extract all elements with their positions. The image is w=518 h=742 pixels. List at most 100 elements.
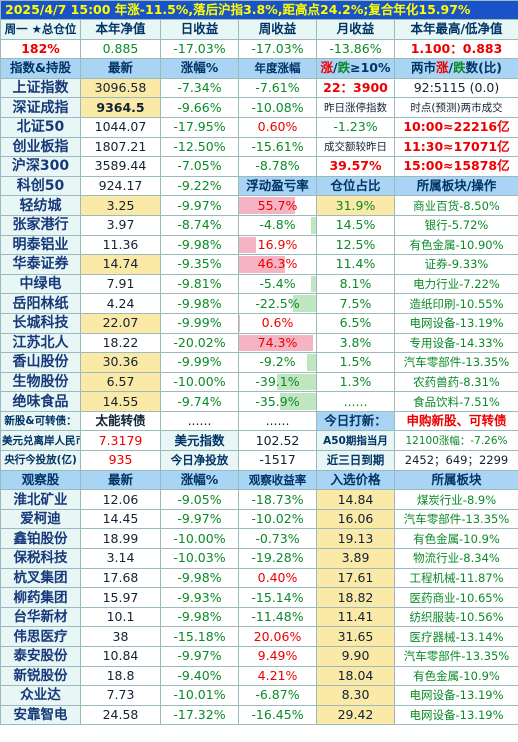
watch-row[interactable]: 众业达 7.73 -10.01% -6.87% 8.30 电网设备-13.19% [0,685,518,706]
watch-row[interactable]: 爱柯迪 14.45 -9.97% -10.02% 16.06 汽车零部件-13.35% [0,508,518,530]
index-header-row: 指数&持股 最新 涨幅% 年度涨幅 涨/跌≥10% 两市涨/跌数(比) [0,58,518,79]
watch-name[interactable]: 保税科技 [0,548,81,569]
watch-row[interactable]: 新锐股份 18.8 -9.40% 4.21% 18.04 有色金属-10.9% [0,665,518,687]
holding-row[interactable]: 张家港行 3.97 -8.74% -4.8% 14.5% 银行-5.72% [0,214,518,236]
watch-name[interactable]: 台华新材 [0,606,81,628]
index-row[interactable]: 上证指数 3096.58 -7.34% -7.61% 22：3900 92:51… [0,77,518,99]
watch-latest: 24.58 [80,704,161,726]
watch-row[interactable]: 安靠智电 24.58 -17.32% -16.45% 29.42 电网设备-13.19% [0,704,518,726]
watch-row[interactable]: 杭叉集团 17.68 -9.98% 0.40% 17.61 工程机械-11.87% [0,567,518,589]
holding-name[interactable]: 长城科技 [0,312,81,334]
holding-pl-bar [280,393,316,410]
watch-row[interactable]: 柳药集团 15.97 -9.93% -15.14% 18.82 医药商业-10.65% [0,587,518,608]
watch-row[interactable]: 鑫铂股份 18.99 -10.00% -0.73% 19.13 有色金属-10.9% [0,528,518,550]
holding-pl-cell: 55.7% [238,195,317,216]
holding-latest: 14.74 [80,254,161,275]
holding-position: 12.5% [316,234,395,256]
new-issue-label: 新股&可转债： [0,410,81,432]
limit-count: 22：3900 [316,77,395,99]
year-high-low: 1.100：0.883 [394,38,518,60]
watch-name[interactable]: 淮北矿业 [0,489,81,510]
watch-return: 4.21% [238,665,317,687]
watch-entry-price: 31.65 [316,626,395,647]
holding-pl-bar [239,197,295,214]
holding-row[interactable]: 轻纺城 3.25 -9.97% 55.7% 31.9% 商业百货-8.50% [0,195,518,216]
net-injection-label: 今日净投放 [160,450,239,471]
watch-name[interactable]: 泰安股份 [0,646,81,667]
watch-name[interactable]: 众业达 [0,685,81,706]
watch-entry-price: 11.41 [316,606,395,628]
holding-row[interactable]: 江苏北人 18.22 -20.02% 74.3% 3.8% 专用设备-14.33% [0,332,518,354]
watch-latest: 10.84 [80,646,161,667]
watch-return: -10.02% [238,508,317,530]
watch-name[interactable]: 新锐股份 [0,665,81,687]
summary-value-row: 182% 0.885 -17.03% -17.03% -13.86% 1.100… [0,38,518,60]
index-name[interactable]: 科创50 [0,175,81,197]
watch-name[interactable]: 杭叉集团 [0,567,81,589]
holding-pl: 46.3% [257,256,298,272]
holding-name[interactable]: 华泰证券 [0,254,81,275]
today-ipo-value[interactable]: 申购新股、可转债 [394,410,518,432]
index-latest: 1044.07 [80,116,161,138]
holding-sector: 造纸印刷-10.55% [394,293,518,314]
holding-change: -9.35% [160,254,239,275]
holding-row[interactable]: 明泰铝业 11.36 -9.98% 16.9% 12.5% 有色金属-10.90% [0,234,518,256]
watch-name[interactable]: 柳药集团 [0,587,81,608]
watch-row[interactable]: 淮北矿业 12.06 -9.05% -18.73% 14.84 煤炭行业-8.9% [0,489,518,510]
watch-name[interactable]: 安靠智电 [0,704,81,726]
watch-row[interactable]: 保税科技 3.14 -10.03% -19.28% 3.89 物流行业-8.34% [0,548,518,569]
index-row[interactable]: 深证成指 9364.5 -9.66% -10.08% 昨日涨停指数 时点(预测)… [0,97,518,118]
holding-row[interactable]: 岳阳林纸 4.24 -9.98% -22.5% 7.5% 造纸印刷-10.55% [0,293,518,314]
holding-name[interactable]: 中绿电 [0,273,81,295]
holding-row[interactable]: 华泰证券 14.74 -9.35% 46.3% 11.4% 证券-9.33% [0,254,518,275]
watch-row[interactable]: 伟思医疗 38 -15.18% 20.06% 31.65 医疗器械-13.14% [0,626,518,647]
watch-change: -10.03% [160,548,239,569]
watch-header: 观察收益率 [238,469,317,491]
holding-name[interactable]: 生物股份 [0,371,81,393]
holding-row[interactable]: 长城科技 22.07 -9.99% 0.6% 6.5% 电网设备-13.19% [0,312,518,334]
central-bank-row: 央行今投放(亿) 935 今日净投放 -1517 近三日到期 2452；649；… [0,450,518,471]
watch-sector: 有色金属-10.9% [394,665,518,687]
new-issue-row: 新股&可转债： 太能转债 ...... ...... 今日打新： 申购新股、可转… [0,410,518,432]
holding-pl-bar [311,216,316,234]
holding-name[interactable]: 张家港行 [0,214,81,236]
watch-name[interactable]: 鑫铂股份 [0,528,81,550]
holding-row[interactable]: 香山股份 30.36 -9.99% -9.2% 1.5% 汽车零部件-13.35% [0,352,518,373]
watch-latest: 38 [80,626,161,647]
index-name[interactable]: 创业板指 [0,136,81,158]
holding-name[interactable]: 江苏北人 [0,332,81,354]
holding-name[interactable]: 岳阳林纸 [0,293,81,314]
holding-row[interactable]: 生物股份 6.57 -10.00% -39.1% 1.3% 农药兽药-8.31% [0,371,518,393]
index-name[interactable]: 深证成指 [0,97,81,118]
watch-name[interactable]: 伟思医疗 [0,626,81,647]
index-name[interactable]: 北证50 [0,116,81,138]
index-header: 最新 [80,58,161,79]
month-return: -13.86% [316,38,395,60]
holding-change: -8.74% [160,214,239,236]
index-name[interactable]: 上证指数 [0,77,81,99]
index-row[interactable]: 北证50 1044.07 -17.95% 0.60% -1.23% 10:00≈… [0,116,518,138]
watch-row[interactable]: 台华新材 10.1 -9.98% -11.48% 11.41 纺织服装-10.56% [0,606,518,628]
new-issue-value[interactable]: 太能转债 [80,410,161,432]
index-name[interactable]: 沪深300 [0,156,81,177]
watch-name[interactable]: 爱柯迪 [0,508,81,530]
headline: 2025/4/7 15:00 年涨-11.5%,落后沪指3.8%,距高点24.2… [0,0,518,20]
holding-name[interactable]: 绝味食品 [0,391,81,412]
holding-name[interactable]: 轻纺城 [0,195,81,216]
index-row[interactable]: 沪深300 3589.44 -7.05% -8.78% 39.57% 15:00… [0,156,518,177]
holding-row[interactable]: 绝味食品 14.55 -9.74% -35.9%...... 食品饮料-7.51% [0,391,518,412]
index-row[interactable]: 科创50 924.17 -9.22% 浮动盈亏率 仓位占比 所属板块/操作 [0,175,518,197]
watch-return: 9.49% [238,646,317,667]
holding-pl-bar [239,236,256,254]
watch-return: -0.73% [238,528,317,550]
holding-name[interactable]: 香山股份 [0,352,81,373]
holding-position: 6.5% [316,312,395,334]
holding-change: -9.98% [160,293,239,314]
index-row[interactable]: 创业板指 1807.21 -12.50% -15.61% 成交额较昨日 11:3… [0,136,518,158]
index-change: -7.34% [160,77,239,99]
placeholder-dots: ...... [238,410,317,432]
holding-name[interactable]: 明泰铝业 [0,234,81,256]
holding-row[interactable]: 中绿电 7.91 -9.81% -5.4% 8.1% 电力行业-7.22% [0,273,518,295]
watch-row[interactable]: 泰安股份 10.84 -9.97% 9.49% 9.90 汽车零部件-13.35% [0,646,518,667]
index-change: -12.50% [160,136,239,158]
